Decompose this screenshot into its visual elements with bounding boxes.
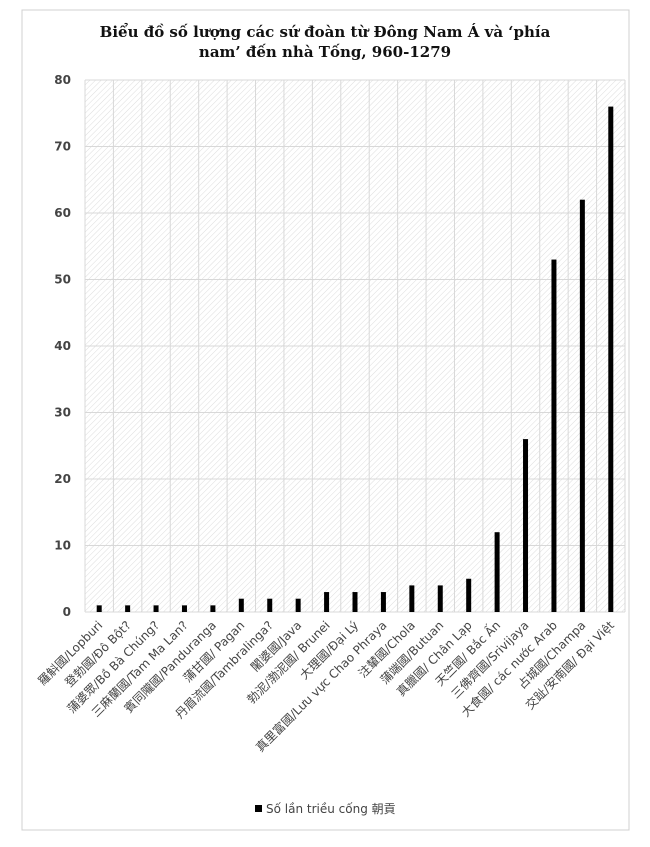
bar <box>523 439 529 612</box>
bar <box>551 259 557 612</box>
bar <box>579 199 585 612</box>
y-tick-label: 60 <box>54 206 71 220</box>
bar <box>466 578 472 612</box>
bar <box>608 106 614 612</box>
bar <box>153 605 159 612</box>
y-tick-label: 30 <box>54 406 71 420</box>
y-tick-label: 10 <box>54 539 71 553</box>
bar <box>437 585 443 612</box>
bar <box>238 598 244 612</box>
y-tick-label: 80 <box>54 73 71 87</box>
y-tick-label: 70 <box>54 140 71 154</box>
bar <box>181 605 187 612</box>
bar <box>267 598 273 612</box>
legend-label: Số lần triều cống 朝貢 <box>266 802 396 816</box>
y-tick-label: 50 <box>54 273 71 287</box>
bar <box>210 605 216 612</box>
bar <box>324 592 330 612</box>
chart-title: Biểu đồ số lượng các sứ đoàn từ Đông Nam… <box>100 23 551 41</box>
bar <box>295 598 301 612</box>
bar <box>125 605 131 612</box>
y-tick-label: 0 <box>63 605 71 619</box>
bar <box>380 592 386 612</box>
bar <box>494 532 500 612</box>
y-tick-label: 40 <box>54 339 71 353</box>
chart-title: nam’ đến nhà Tống, 960-1279 <box>199 43 451 61</box>
bar <box>352 592 358 612</box>
bar <box>409 585 415 612</box>
y-tick-label: 20 <box>54 472 71 486</box>
legend-swatch <box>255 805 262 812</box>
bar <box>96 605 102 612</box>
